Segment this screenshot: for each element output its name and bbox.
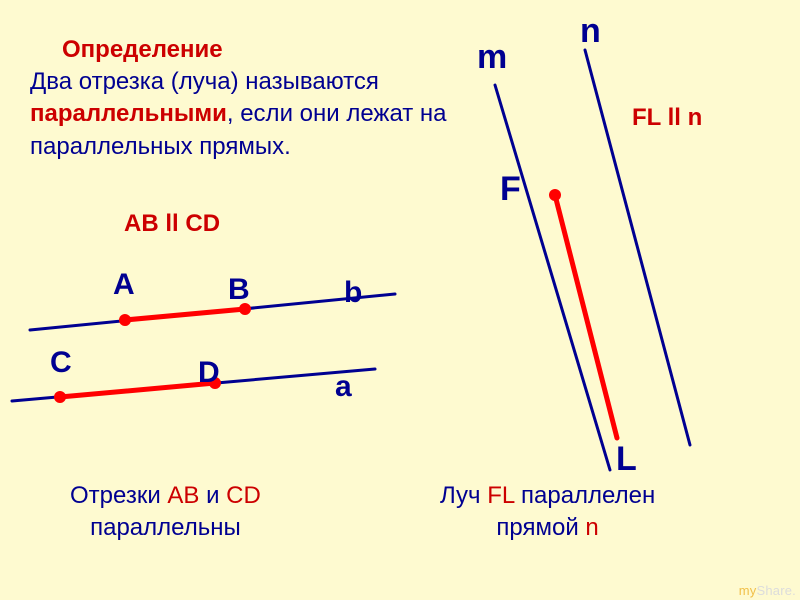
- label-C: C: [50, 346, 72, 380]
- ab-parallel-notation: AB ll CD: [124, 208, 220, 240]
- caption-left: Отрезки AB и CD параллельны: [70, 480, 261, 545]
- label-line-b: b: [344, 276, 362, 310]
- definition-body: Два отрезка (луча) называются параллельн…: [30, 66, 470, 163]
- label-line-m: m: [477, 38, 507, 77]
- watermark: myShare.: [739, 583, 796, 598]
- label-line-n: n: [580, 12, 601, 51]
- label-F: F: [500, 170, 521, 209]
- label-A: A: [113, 268, 135, 302]
- definition-title: Определение: [62, 34, 223, 66]
- caption-right: Луч FL параллелен прямой n: [440, 480, 655, 545]
- fl-parallel-notation: FL ll n: [632, 102, 702, 134]
- label-B: B: [228, 273, 250, 307]
- label-line-a: a: [335, 370, 352, 404]
- label-L: L: [616, 440, 637, 479]
- label-D: D: [198, 356, 220, 390]
